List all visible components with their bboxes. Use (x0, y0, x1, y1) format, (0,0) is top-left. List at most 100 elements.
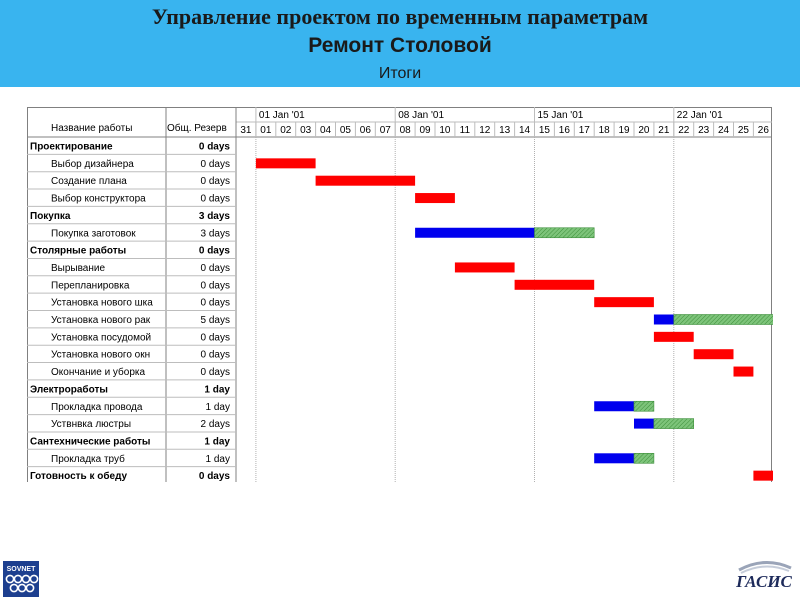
day-label: 07 (380, 125, 392, 136)
task-slack: 0 days (201, 350, 230, 361)
day-label: 08 (400, 125, 412, 136)
task-slack: 0 days (199, 246, 231, 257)
sovnet-logo: SOVNET (3, 561, 39, 597)
day-label: 20 (638, 125, 650, 136)
task-bar (315, 175, 416, 186)
task-slack: 2 days (201, 419, 230, 430)
slide-title: Управление проектом по временным парамет… (151, 4, 649, 29)
day-label: 06 (360, 125, 372, 136)
task-slack: 1 day (204, 436, 230, 447)
day-label: 26 (758, 125, 770, 136)
day-label: 16 (559, 125, 571, 136)
day-label: 02 (280, 125, 292, 136)
day-label: 14 (519, 125, 531, 136)
day-label: 24 (718, 125, 730, 136)
day-label: 11 (460, 125, 471, 136)
task-bar (255, 158, 316, 169)
day-label: 19 (618, 125, 630, 136)
task-name: Окончание и уборка (51, 366, 145, 378)
task-name: Выбор конструктора (51, 193, 146, 205)
week-label: 15 Jan '01 (538, 110, 584, 121)
task-slack: 0 days (199, 471, 231, 482)
day-label: 12 (479, 125, 491, 136)
task-name: Покупка заготовок (51, 228, 136, 239)
task-name: Прокладка провода (51, 402, 143, 413)
week-label: 22 Jan '01 (677, 110, 723, 121)
week-label: 01 Jan '01 (259, 110, 305, 121)
task-name: Электроработы (30, 383, 108, 395)
day-label: 04 (320, 125, 332, 136)
task-bar (693, 349, 734, 360)
task-slack: 0 days (201, 263, 230, 274)
task-bar (753, 470, 773, 481)
slide-caption: Итоги (378, 65, 422, 82)
day-label: 23 (698, 125, 710, 136)
task-name: Проектирование (30, 142, 113, 153)
task-bar (733, 366, 754, 377)
task-bar (415, 227, 535, 238)
slide-subtitle: Ремонт Столовой (308, 34, 492, 57)
slack-bar (653, 418, 695, 429)
day-label: 21 (658, 125, 670, 136)
task-slack: 3 days (199, 211, 231, 222)
task-name: Уствнвка люстры (51, 419, 131, 430)
task-slack: 3 days (201, 228, 230, 239)
task-name: Установка нового шка (51, 298, 153, 309)
slack-bar (673, 314, 773, 325)
task-bar (514, 279, 595, 290)
slack-bar (633, 400, 655, 412)
day-label: 15 (539, 125, 551, 136)
task-name: Прокладка труб (51, 453, 125, 465)
task-slack: 1 day (206, 402, 230, 413)
task-slack: 0 days (201, 367, 230, 378)
day-label: 17 (579, 125, 591, 136)
task-bar (415, 193, 455, 204)
task-name: Перепланировка (51, 280, 130, 291)
task-name: Столярные работы (30, 245, 126, 257)
task-slack: 0 days (201, 280, 230, 291)
task-slack: 0 days (199, 142, 231, 153)
day-label: 05 (340, 125, 352, 136)
day-label: 18 (599, 125, 611, 136)
task-name: Установка посудомой (51, 332, 151, 343)
day-label: 01 (260, 125, 272, 136)
task-slack: 0 days (201, 194, 230, 205)
column-header-name: Название работы (51, 122, 132, 134)
task-bar (653, 331, 694, 342)
task-bar (594, 401, 634, 412)
day-label: 03 (300, 125, 312, 136)
task-name: Покупка (30, 211, 71, 222)
day-label: 22 (678, 125, 690, 136)
gantt-chart: Название работы Общ. Резерв 01 Jan '01 08 J… (27, 107, 773, 482)
task-slack: 0 days (201, 298, 230, 309)
gasis-logo-text: ГАСИС (735, 572, 792, 591)
day-label: 13 (499, 125, 511, 136)
task-name: Готовность к обеду (30, 470, 128, 482)
gasis-logo: ГАСИС (735, 561, 793, 591)
task-name: Установка нового рак (51, 315, 151, 326)
day-label: 31 (240, 125, 252, 136)
task-slack: 0 days (201, 159, 230, 170)
task-slack: 1 day (204, 384, 230, 395)
task-bar (634, 418, 654, 429)
day-label: 09 (419, 125, 431, 136)
task-slack: 5 days (201, 315, 230, 326)
task-name: Создание плана (51, 176, 127, 187)
slack-bar (633, 452, 655, 464)
task-bar (594, 453, 634, 464)
task-name: Вырывание (51, 263, 105, 274)
column-header-slack: Общ. Резерв (167, 122, 227, 134)
task-slack: 0 days (201, 332, 230, 343)
slide-header: Управление проектом по временным парамет… (0, 0, 800, 87)
slack-bar (534, 227, 595, 239)
task-bar (454, 262, 515, 273)
task-name: Выбор дизайнера (51, 158, 134, 170)
day-label: 25 (738, 125, 750, 136)
task-name: Сантехнические работы (30, 435, 150, 447)
task-bar (594, 297, 654, 308)
day-label: 10 (439, 125, 451, 136)
sovnet-logo-text: SOVNET (7, 566, 37, 573)
task-name: Установка нового окн (51, 350, 150, 361)
week-label: 08 Jan '01 (398, 110, 444, 121)
task-slack: 1 day (206, 454, 230, 465)
